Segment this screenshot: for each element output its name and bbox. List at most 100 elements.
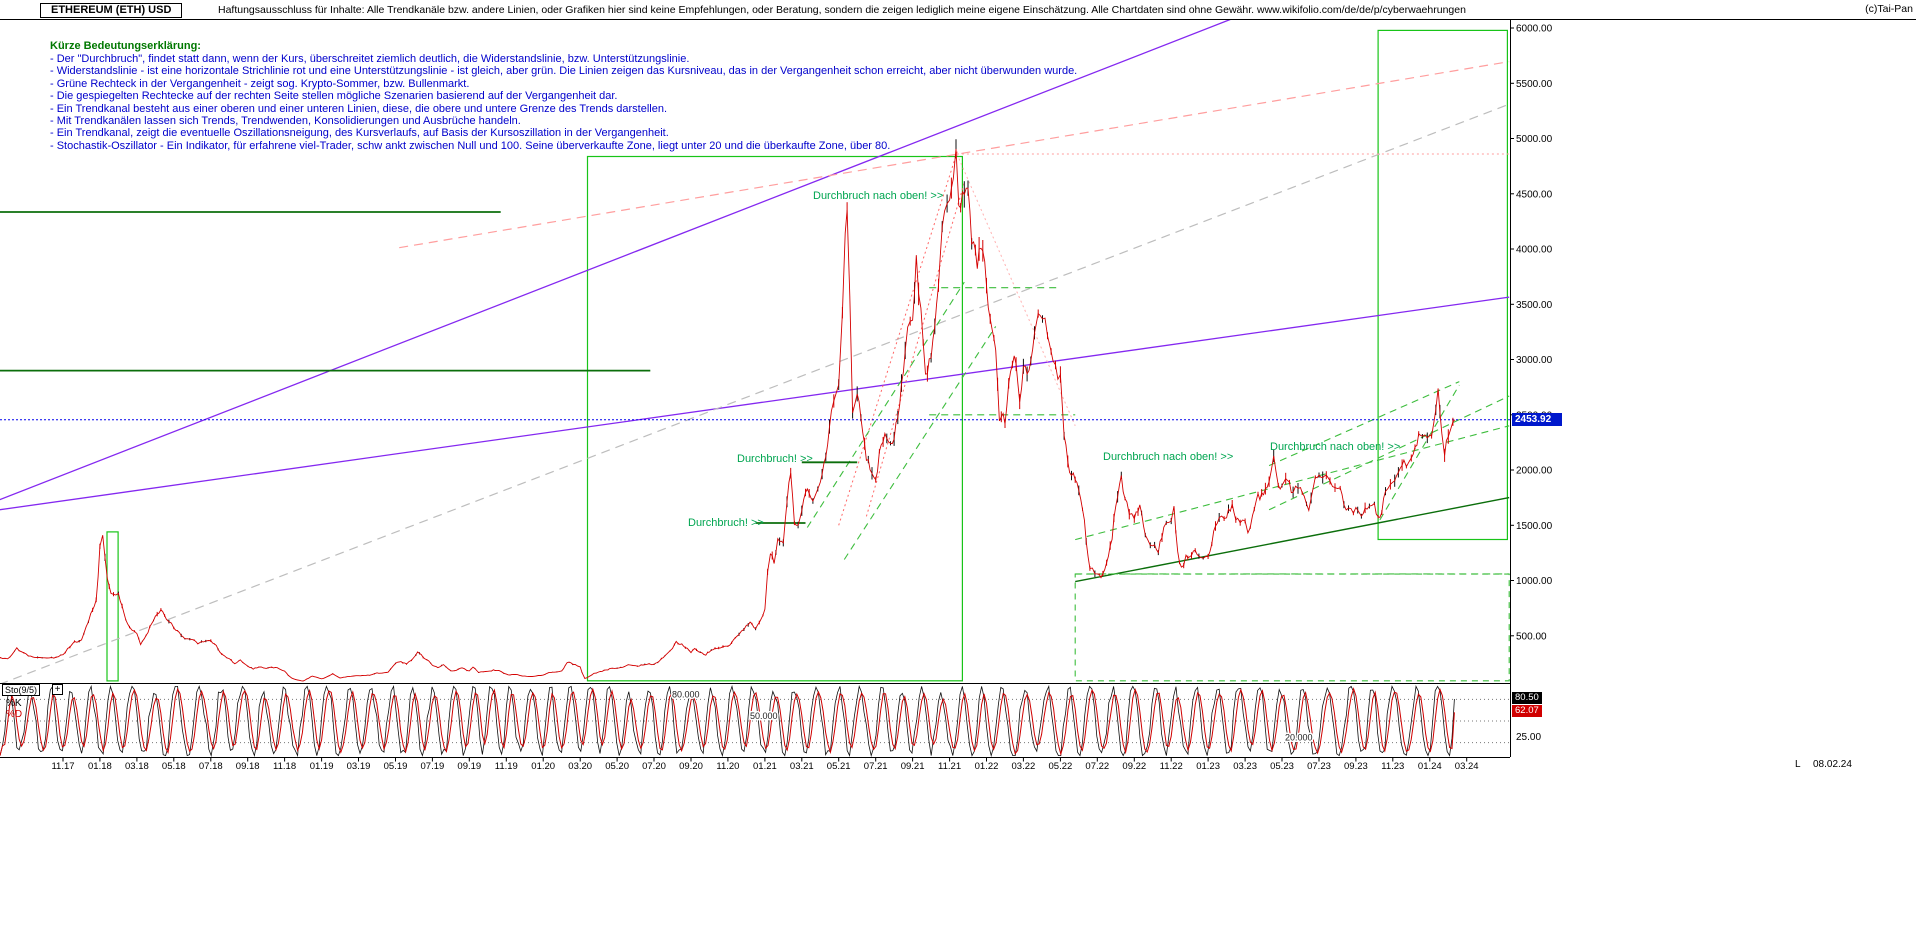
price-axis-label: 1500.00 [1516,521,1553,532]
x-axis-label: 03.18 [125,761,149,772]
price-axis-label: 3000.00 [1516,355,1553,366]
trend-line [806,281,965,528]
x-axis-label: 09.18 [236,761,260,772]
trend-line [399,61,1510,249]
price-axis-label: 3500.00 [1516,300,1553,311]
x-axis-label: 03.19 [347,761,371,772]
legend-line: - Mit Trendkanälen lassen sich Trends, T… [50,115,521,128]
price-axis-label: 500.00 [1516,631,1547,642]
x-axis-label: 05.18 [162,761,186,772]
legend-line: - Widerstandslinie - ist eine horizontal… [50,65,1078,78]
price-line [0,148,1456,682]
stochastic-k-value: 80.50 [1512,692,1542,704]
price-axis-label: 2000.00 [1516,466,1553,477]
x-axis-label: 05.23 [1270,761,1294,772]
x-axis-label: 07.21 [864,761,888,772]
oscillator-name: Sto(9/5) [2,684,41,696]
price-axis-label: 5500.00 [1516,79,1553,90]
x-axis-label: 03.21 [790,761,814,772]
stochastic-d-value: 62.07 [1512,705,1542,717]
price-axis-label: 4500.00 [1516,189,1553,200]
trend-line [0,20,1231,501]
legend-line: - Die gespiegelten Rechtecke auf der rec… [50,90,618,103]
last-trade-date: 08.02.24 [1813,759,1852,770]
x-axis-label: 07.19 [421,761,445,772]
x-axis-label: 07.23 [1307,761,1331,772]
x-axis-label: 03.23 [1233,761,1257,772]
legend-block: Kürze Bedeutungserklärung: - Der "Durchb… [50,40,1077,152]
x-axis-label: 09.20 [679,761,703,772]
trend-line [956,153,1076,426]
stochastic-panel [0,685,1510,757]
breakout-annotation: Durchbruch nach oben! >> [1103,451,1234,463]
disclaimer-text: Haftungsausschluss für Inhalte: Alle Tre… [218,4,1466,16]
trend-line [1075,425,1510,541]
stochastic-k-label: %K [6,698,22,709]
x-axis-label: 11.18 [273,761,296,772]
legend-line: - Ein Trendkanal besteht aus einer obere… [50,102,668,115]
x-axis-label: 09.23 [1344,761,1368,772]
x-axis-label: 03.22 [1012,761,1036,772]
x-axis-label: 01.21 [753,761,777,772]
x-axis-label: 03.20 [568,761,592,772]
x-axis-label: 11.22 [1160,761,1183,772]
x-axis-label: 01.22 [975,761,999,772]
x-axis-label: 05.21 [827,761,851,772]
x-axis-label: 05.22 [1049,761,1073,772]
legend-line: - Ein Trendkanal, zeigt die eventuelle O… [50,127,669,140]
x-axis-label: 09.21 [901,761,925,772]
trend-line [843,326,997,560]
x-axis-label: 09.19 [457,761,481,772]
x-axis-label: 01.23 [1196,761,1220,772]
x-axis-label: 05.19 [384,761,408,772]
scenario-box [586,155,963,682]
trend-line [1268,395,1510,511]
breakout-annotation: Durchbruch! >> [737,453,813,465]
x-axis-label: 05.20 [605,761,629,772]
x-axis-label: 01.20 [531,761,555,772]
x-axis-label: 11.17 [51,761,74,772]
trend-line [1,103,1510,683]
price-axis-label: 5000.00 [1516,134,1553,145]
instrument-title: ETHEREUM (ETH) USD [40,3,183,18]
expand-plus-icon[interactable]: + [52,684,63,695]
price-axis-label: 6000.00 [1516,24,1553,35]
scenario-box [1074,573,1510,682]
x-axis-label: 11.20 [716,761,739,772]
trend-line [838,149,959,526]
main-plot [0,20,1510,683]
trend-line [1379,384,1460,521]
stochastic-d-label: %D [6,709,23,720]
stochastic-d-line [0,687,1455,756]
x-axis-label: 07.20 [642,761,666,772]
x-axis-label: 07.18 [199,761,223,772]
oscillator-axis-label: 25.00 [1516,732,1542,743]
x-axis-label: 01.24 [1418,761,1442,772]
legend-line: - Stochastik-Oszillator - Ein Indikator,… [50,139,891,152]
x-axis-label: 11.23 [1381,761,1404,772]
last-trade-marker: L [1795,759,1801,770]
scenario-box [106,531,119,682]
legend-line: - Der "Durchbruch", findet statt dann, w… [50,53,690,65]
trend-line [1075,496,1510,583]
trend-line [1268,381,1460,467]
oscillator-guide-label: 80.000 [672,689,700,699]
price-axis-label: 1000.00 [1516,576,1553,587]
oscillator-guide-label: 50.000 [750,711,778,721]
legend-title: Kürze Bedeutungserklärung: [50,40,201,52]
x-axis-label: 11.21 [938,761,961,772]
trend-line [0,296,1510,511]
oscillator-guide-label: 20.000 [1285,733,1313,743]
breakout-annotation: Durchbruch nach oben! >> [813,190,944,202]
x-axis-label: 11.19 [495,761,518,772]
current-price-tag: 2453.92 [1512,413,1562,427]
price-series [0,139,1456,682]
stochastic-k-line [0,685,1455,757]
breakout-annotation: Durchbruch! >> [688,517,764,529]
breakout-annotation: Durchbruch nach oben! >> [1270,441,1401,453]
legend-line: - Grüne Rechteck in der Vergangenheit - … [50,77,470,90]
copyright-label: (c)Tai-Pan [1865,3,1913,15]
trend-line [865,182,965,517]
